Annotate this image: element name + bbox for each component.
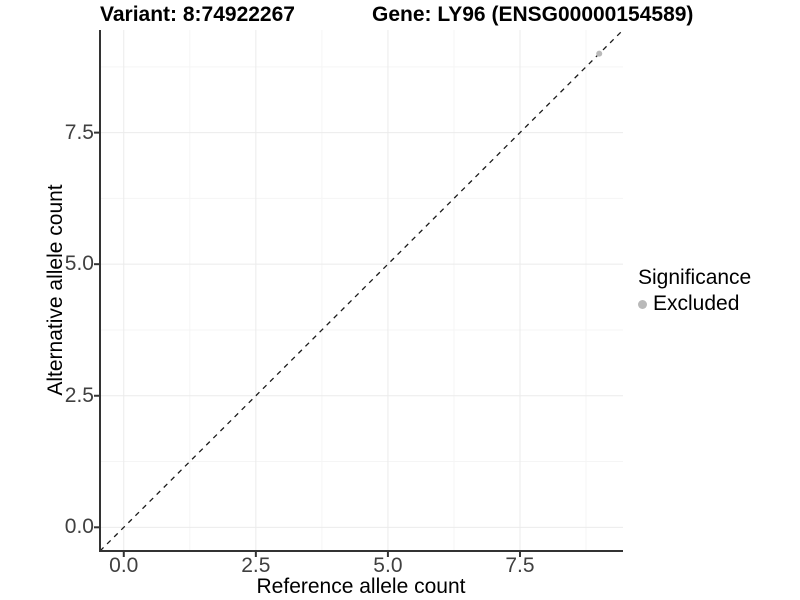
x-tick-label: 5.0: [373, 554, 403, 577]
y-tick-label: 0.0: [64, 515, 94, 539]
x-tick-label: 7.5: [505, 554, 535, 577]
y-tick-label: 5.0: [64, 252, 94, 276]
data-point-excluded: [596, 50, 603, 57]
y-tick-label: 2.5: [64, 383, 94, 407]
excluded-point-icon: [638, 299, 647, 309]
legend-title: Significance: [638, 266, 752, 289]
legend: Significance Excluded: [638, 265, 751, 317]
y-tick-label: 7.5: [64, 120, 94, 144]
y-axis-title: Alternative allele count: [44, 184, 67, 396]
x-tick-label: 2.5: [241, 554, 271, 577]
x-axis-title: Reference allele count: [256, 575, 466, 598]
identity-dashed-line: [99, 29, 624, 552]
plot-title-variant: Variant: 8:74922267: [100, 3, 295, 26]
legend-entry-excluded: Excluded: [638, 291, 751, 317]
legend-entry-label: Excluded: [653, 292, 740, 315]
x-tick-label: 0.0: [109, 554, 139, 577]
plot-title-gene: Gene: LY96 (ENSG00000154589): [372, 3, 694, 26]
